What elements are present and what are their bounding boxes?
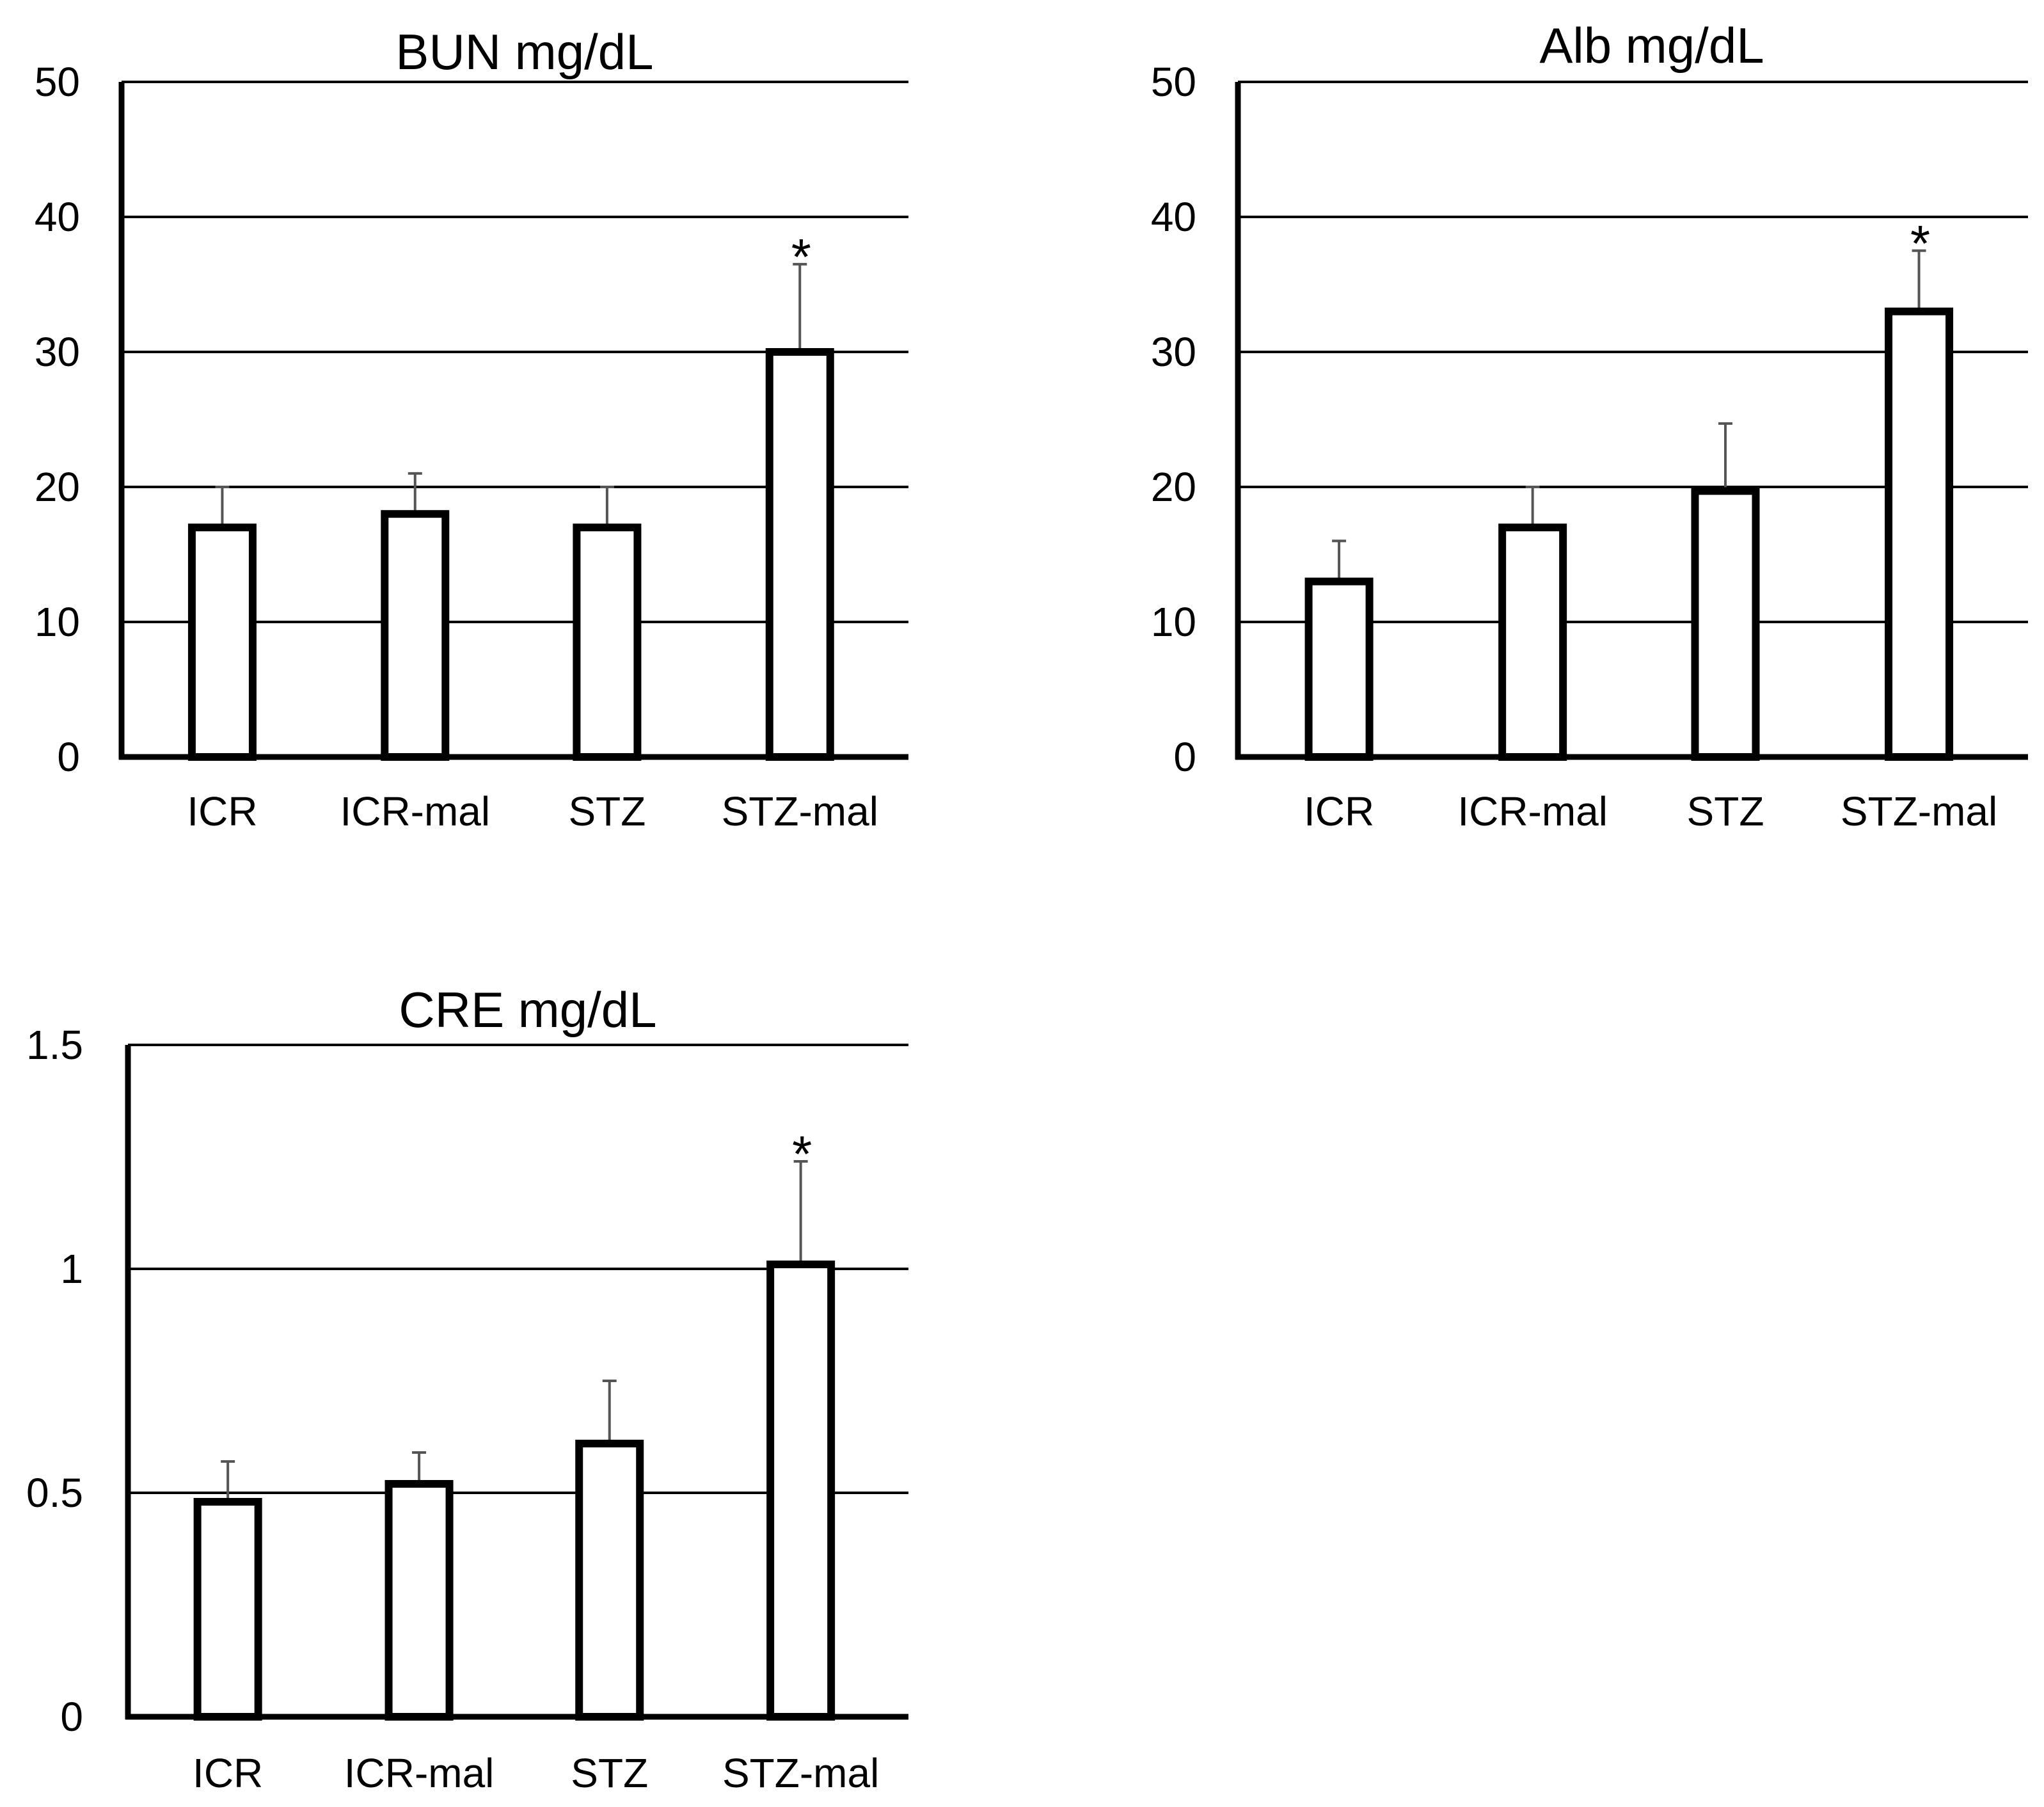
bar-icr-mal: [384, 1480, 454, 1721]
bar-icr: [187, 523, 257, 761]
x-category-label: ICR-mal: [340, 788, 490, 834]
x-category-label: ICR: [193, 1750, 263, 1796]
significance-marker: *: [1910, 215, 1930, 272]
chart-title: Alb mg/dL: [1539, 17, 1764, 74]
x-category-label: STZ-mal: [1841, 788, 1997, 834]
bar-stz: [1691, 487, 1760, 761]
y-tick-label: 30: [35, 329, 80, 375]
y-tick-label: 10: [35, 599, 80, 645]
bar-stz: [573, 523, 642, 761]
x-category-label: STZ: [1687, 788, 1764, 834]
significance-marker: *: [792, 1126, 812, 1182]
x-category-label: STZ-mal: [722, 1750, 879, 1796]
x-category-label: ICR-mal: [344, 1750, 495, 1796]
bar-stz-mal: [766, 1261, 836, 1721]
chart-title: BUN mg/dL: [395, 24, 653, 80]
y-tick-label: 0: [57, 734, 80, 780]
y-tick-label: 1.5: [26, 1022, 83, 1068]
bar-stz-mal: [1885, 307, 1954, 761]
x-category-label: STZ: [568, 788, 646, 834]
y-tick-label: 20: [35, 464, 80, 510]
x-category-label: ICR: [1304, 788, 1374, 834]
significance-marker: *: [791, 228, 811, 285]
y-tick-label: 40: [1151, 194, 1196, 240]
y-tick-label: 0: [1173, 734, 1196, 780]
chart-title: CRE mg/dL: [399, 982, 656, 1038]
x-category-label: STZ: [571, 1750, 648, 1796]
y-tick-label: 50: [1151, 59, 1196, 105]
y-tick-label: 1: [60, 1246, 83, 1292]
y-tick-label: 30: [1151, 329, 1196, 375]
bar-icr: [193, 1498, 262, 1721]
y-tick-label: 20: [1151, 464, 1196, 510]
y-tick-label: 0.5: [26, 1470, 83, 1516]
alb-chart: Alb mg/dL 0 10 20 30 40 50 ICR ICR-mal STZ * STZ-ma…: [1151, 17, 2028, 834]
cre-chart: CRE mg/dL 0 0.5 1 1.5 ICR ICR-mal STZ * STZ-mal: [26, 982, 908, 1796]
x-category-label: ICR-mal: [1457, 788, 1608, 834]
bar-icr: [1304, 577, 1374, 761]
y-tick-label: 10: [1151, 599, 1196, 645]
bar-stz: [575, 1440, 644, 1721]
bar-stz-mal: [765, 348, 834, 761]
bar-icr-mal: [381, 510, 450, 761]
y-tick-label: 0: [60, 1694, 83, 1740]
bun-chart: BUN mg/dL 0 10 20 30 40 50 ICR ICR-mal STZ * STZ-ma…: [35, 24, 908, 834]
y-tick-label: 40: [35, 194, 80, 240]
x-category-label: ICR: [187, 788, 257, 834]
bar-icr-mal: [1498, 523, 1567, 761]
x-category-label: STZ-mal: [722, 788, 878, 834]
y-tick-label: 50: [35, 59, 80, 105]
